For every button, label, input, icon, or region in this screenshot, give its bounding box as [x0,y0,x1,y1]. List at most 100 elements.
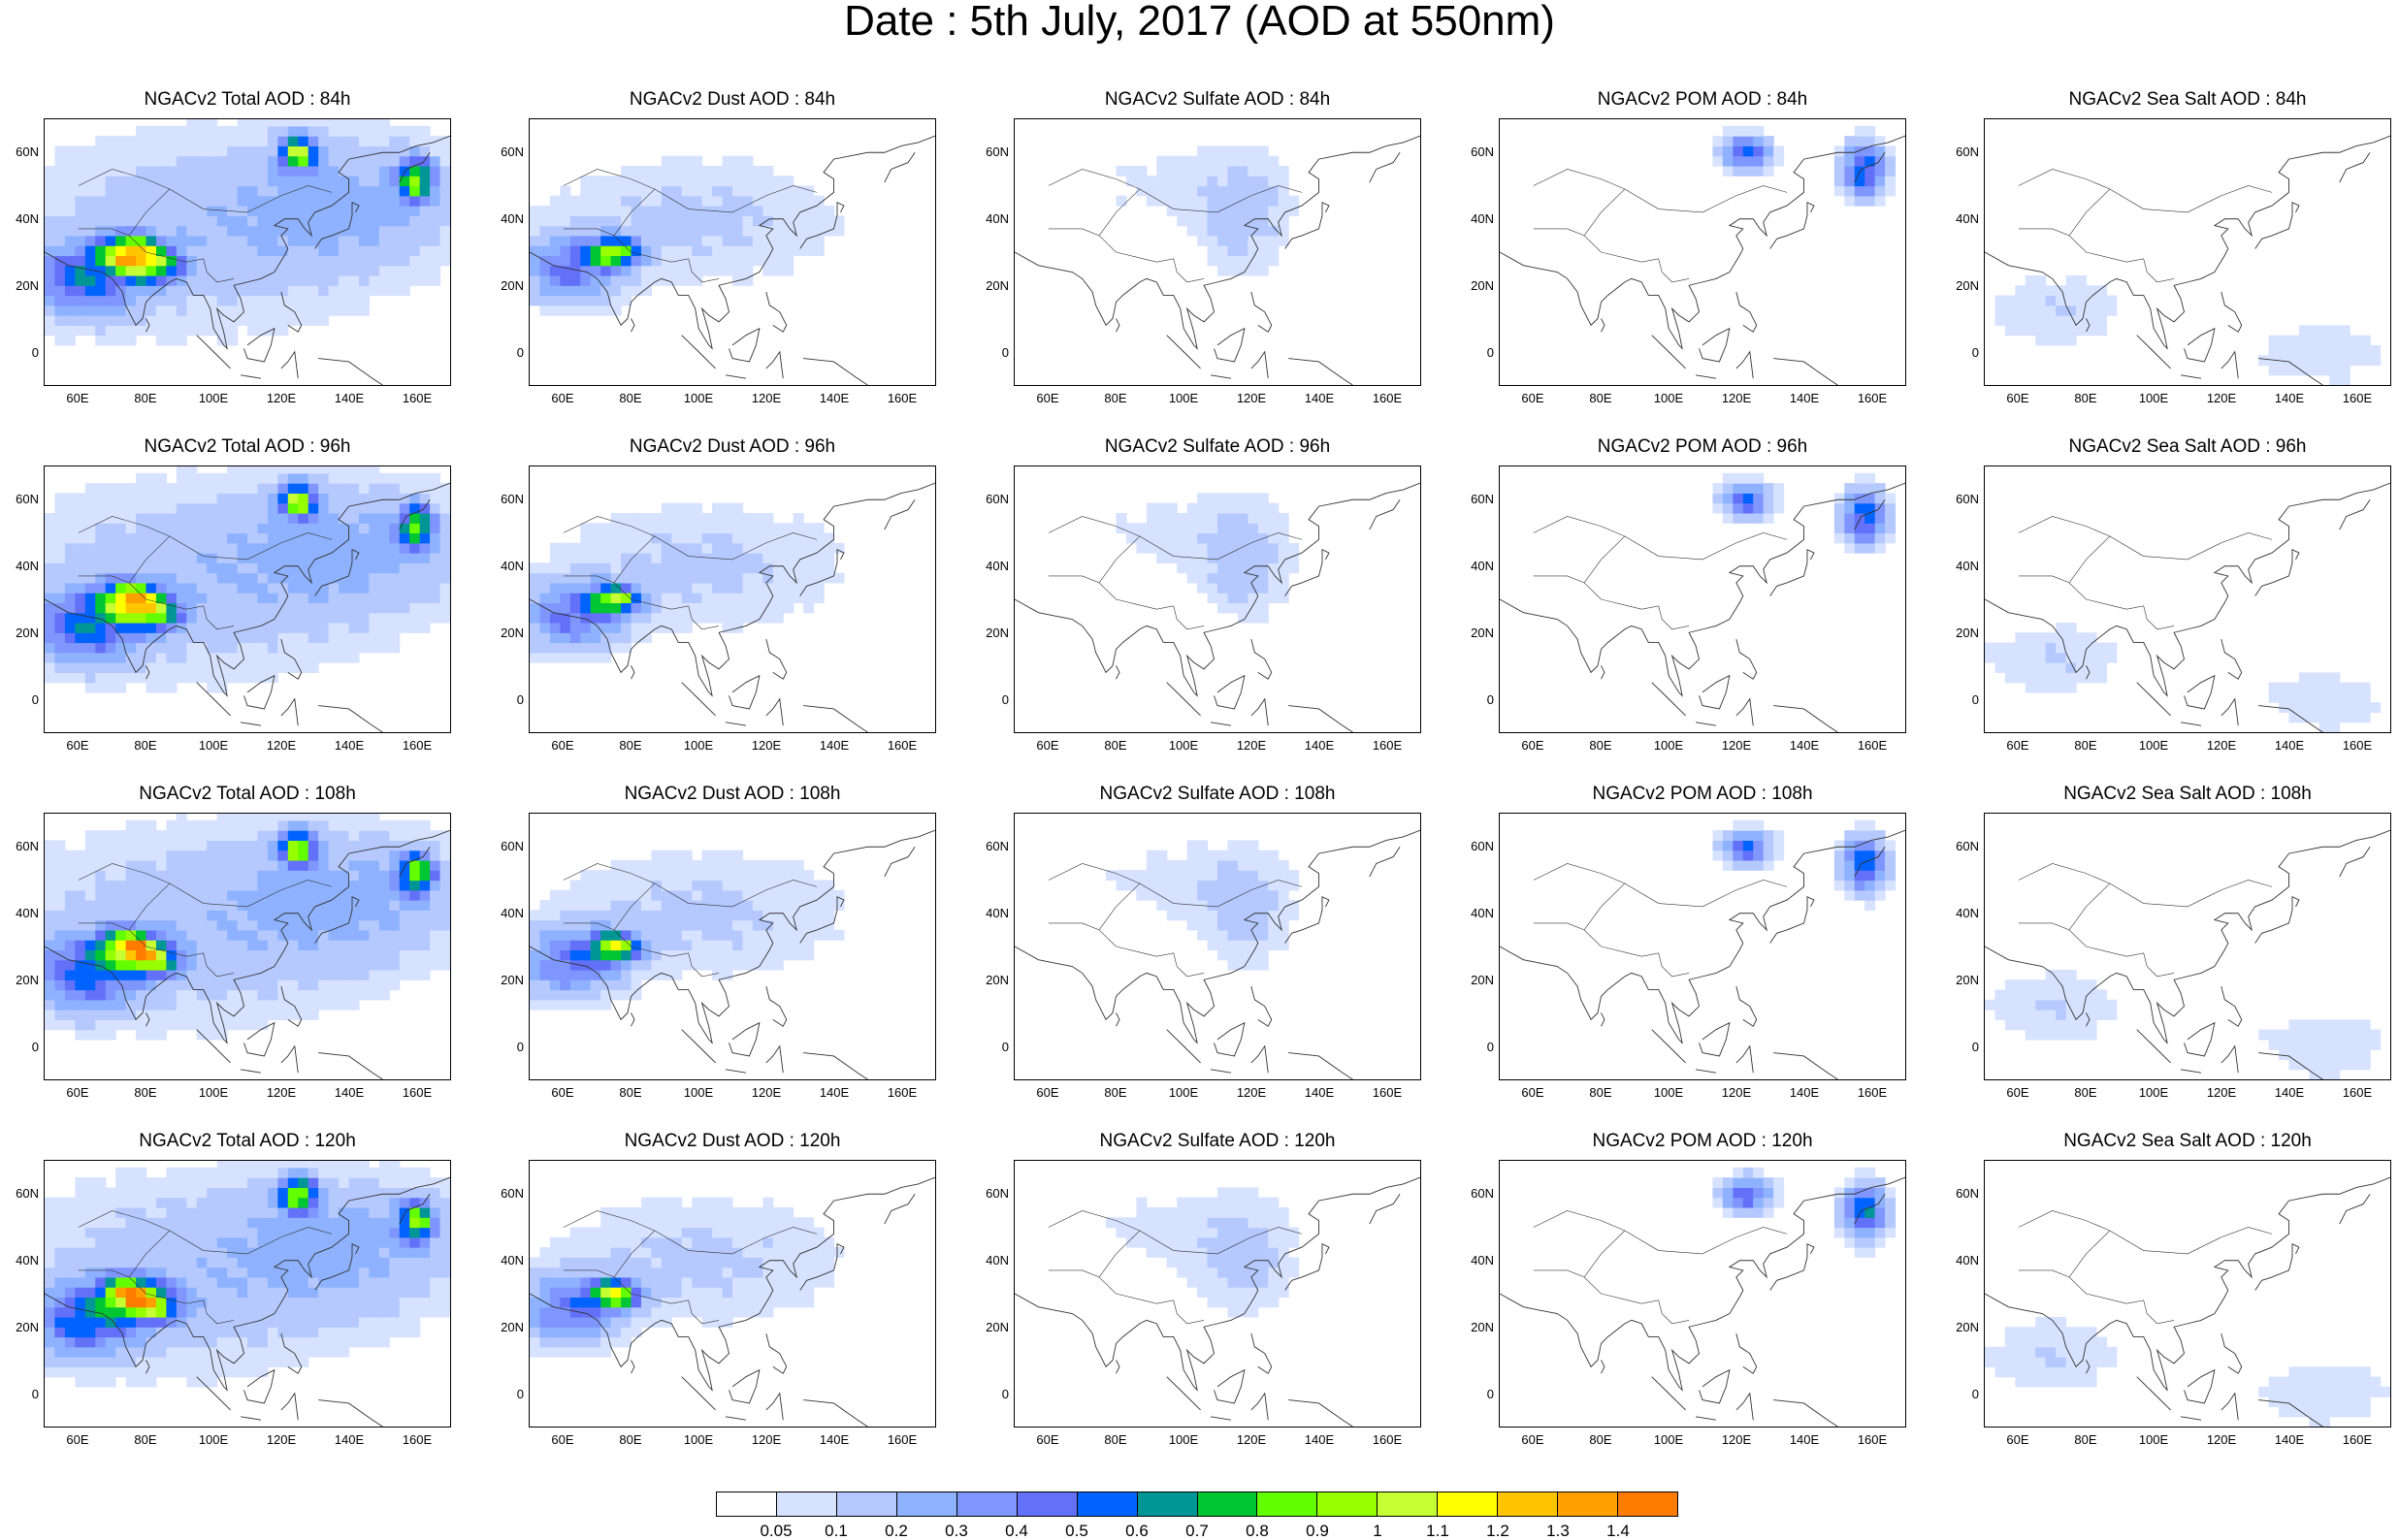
aod-cell [136,919,147,931]
aod-cell [318,900,330,911]
aod-cell [651,255,663,267]
aod-cell [176,493,187,504]
aod-cell [277,285,289,297]
aod-cell [64,880,76,891]
aod-cell [530,632,541,644]
aod-cell [1833,850,1845,861]
aod-cell [378,959,390,971]
aod-cell [216,502,228,514]
aod-cell [125,989,137,1001]
aod-cell [631,176,642,187]
aod-cell [399,145,410,157]
aod-cell [600,959,612,971]
aod-cell [1197,493,1209,504]
aod-cell [600,870,612,882]
aod-cell [772,195,784,207]
aod-cell [409,572,421,584]
aod-cell [1248,889,1259,901]
y-tick-label: 0 [1001,344,1009,360]
aod-cell [1207,582,1218,594]
aod-cell [115,1247,127,1258]
aod-cell [358,959,370,971]
aod-cell [1237,929,1248,941]
aod-cell [439,206,450,216]
aod-cell [1864,880,1876,891]
coastline [1735,638,1758,680]
aod-cell [712,870,724,882]
aod-cell [752,940,763,951]
aod-cell [105,593,116,604]
aod-cell [166,889,178,901]
aod-cell [419,940,431,951]
aod-cell [1207,859,1218,871]
aod-cell [1237,176,1248,187]
x-tick-label: 100E [1653,738,1684,753]
aod-cell [1268,176,1280,187]
aod-cell [651,900,663,911]
aod-cell [1248,493,1259,504]
aod-cell [308,502,319,514]
coastline [1735,350,1754,379]
aod-cell [661,572,672,584]
aod-cell [369,969,380,980]
aod-cell [146,562,157,574]
aod-cell [207,145,218,157]
aod-cell [328,245,340,257]
aod-cell [732,572,744,584]
aod-cell [539,959,551,971]
aod-cell [1227,155,1239,167]
aod-cell [399,265,410,276]
aod-cell [308,532,319,544]
aod-cell [166,840,178,851]
aod-cell [247,136,259,146]
aod-cell [257,472,269,484]
aod-cell [186,919,198,931]
aod-cell [369,949,380,961]
aod-cell [2309,702,2320,714]
aod-cell [1217,582,1229,594]
aod-cell [1268,900,1280,911]
aod-cell [1186,542,1198,554]
coastline [1369,499,1401,530]
aod-cell [539,593,551,604]
aod-cell [146,662,157,673]
aod-cell [247,145,259,157]
aod-cell [549,295,561,306]
aod-cell [2359,335,2371,346]
aod-cell [772,542,784,554]
aod-cell [125,493,137,504]
aod-cell [813,929,825,941]
aod-cell [2035,999,2047,1011]
aod-cell [176,919,187,931]
y-tick-label: 40N [16,558,39,573]
aod-cell [186,582,198,594]
map-plot-area [44,1160,451,1428]
aod-cell [105,900,116,911]
aod-cell [105,612,116,624]
aod-cell [389,523,401,534]
coastline [1773,358,1838,385]
aod-cell [783,572,794,584]
aod-cell [621,593,632,604]
aod-cell [1186,215,1198,227]
coastline [1250,985,1273,1027]
aod-cell [1733,472,1744,484]
aod-cell [125,255,137,267]
aod-cell [409,612,421,624]
aod-cell [237,940,248,951]
aod-cell [824,532,835,544]
aod-cell [1864,523,1876,534]
aod-cell [95,830,107,841]
aod-cell [176,195,187,207]
aod-cell [530,989,541,1001]
aod-cell [671,206,683,216]
aod-cell [75,1297,86,1308]
aod-cell [1712,136,1724,146]
aod-cell [1833,165,1845,176]
aod-cell [64,1247,76,1258]
aod-cell [389,889,401,901]
aod-cell [115,325,127,337]
aod-cell [146,989,157,1001]
panel-title: NGACv2 Total AOD : 96h [144,436,351,457]
y-tick-label: 20N [986,277,1009,293]
